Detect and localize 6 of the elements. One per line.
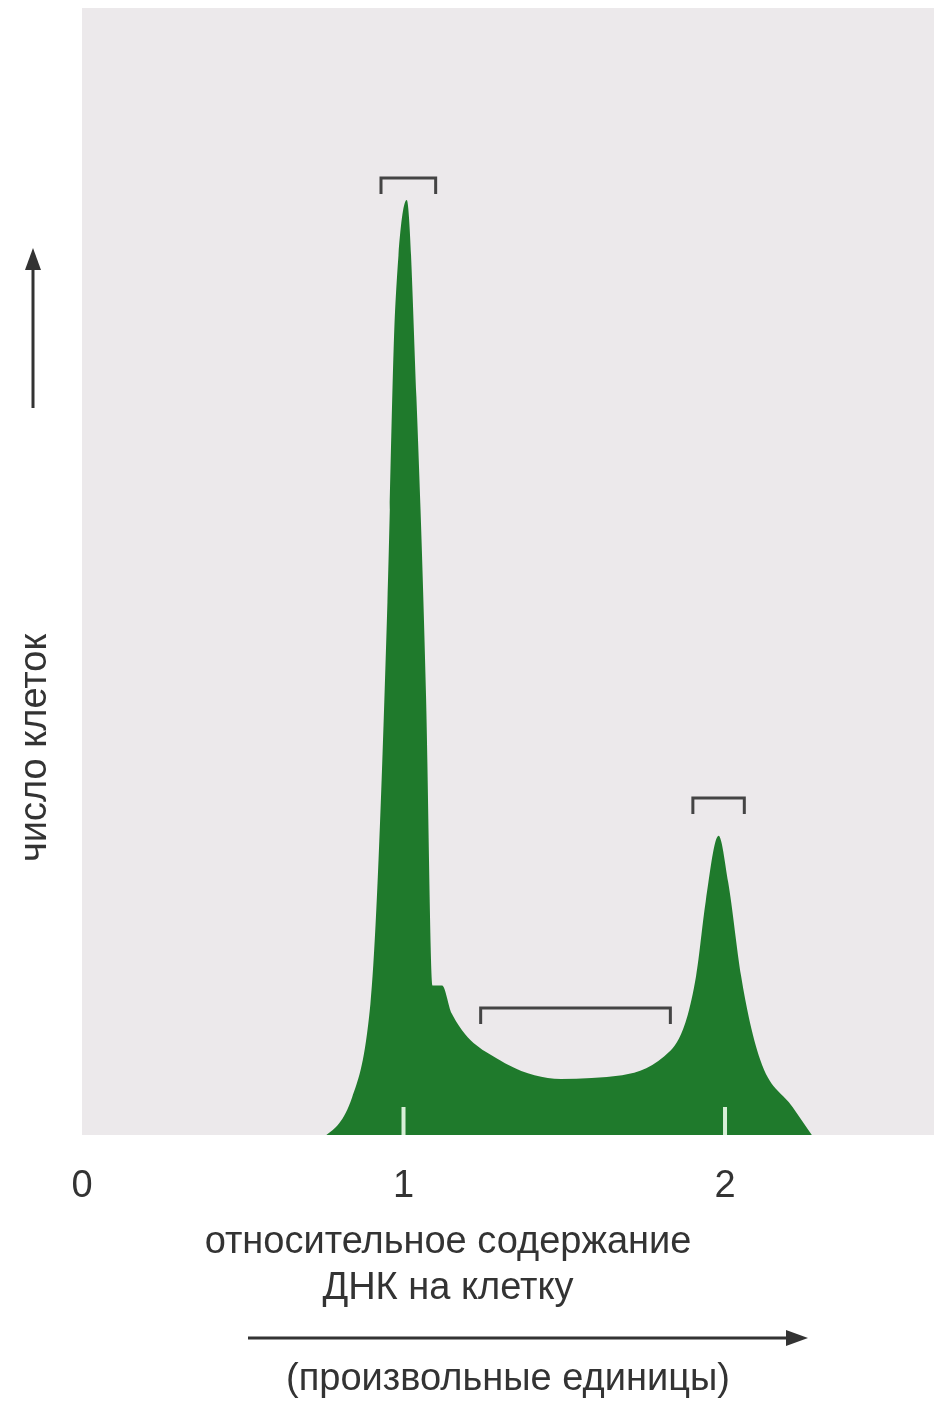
y-axis-title: число клеток [12, 633, 54, 863]
x-tick-label: 0 [71, 1163, 93, 1205]
x-tick-label: 2 [714, 1163, 736, 1205]
x-tick-label: 1 [392, 1163, 415, 1205]
x-axis-title: относительное содержание ДНК на клетку [204, 1219, 692, 1307]
text: (произвольные единицы) [286, 1356, 730, 1398]
